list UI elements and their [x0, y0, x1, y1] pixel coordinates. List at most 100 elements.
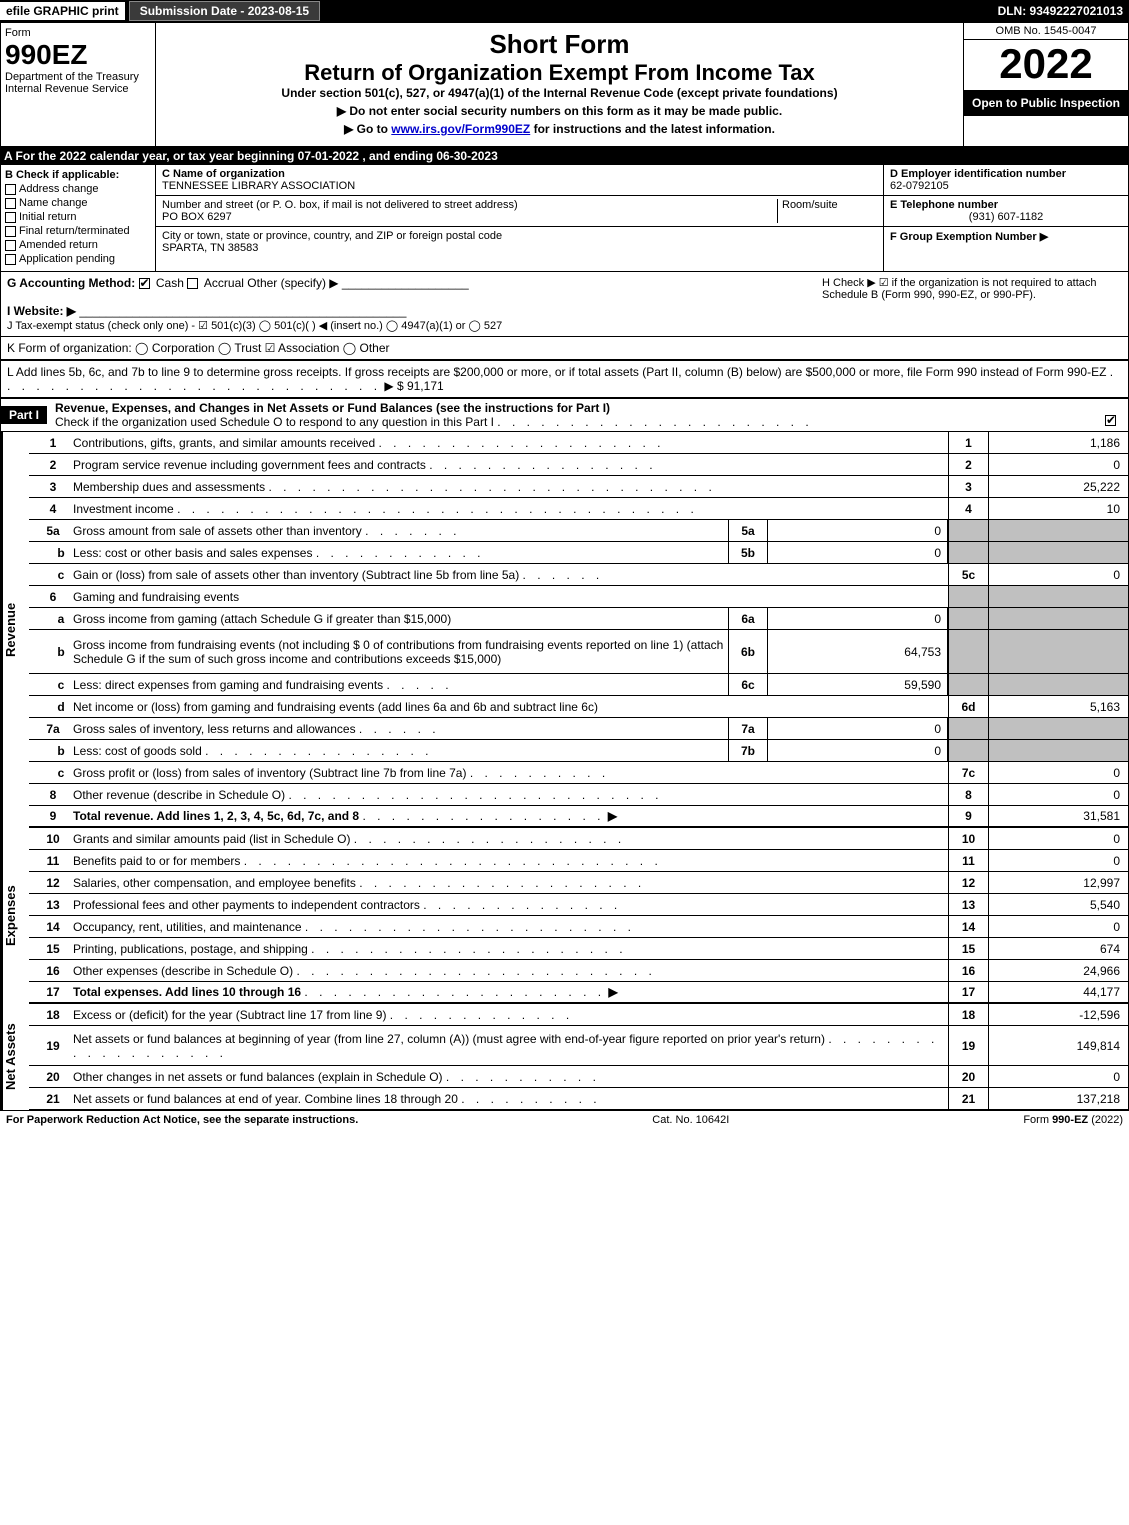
chk-schedule-o[interactable]: [1105, 415, 1116, 426]
ln15-rn: 15: [948, 938, 988, 959]
ln6-num: 6: [29, 590, 69, 604]
line-6d: dNet income or (loss) from gaming and fu…: [29, 696, 1129, 718]
ln5b-num: b: [29, 546, 69, 560]
line-5c: cGain or (loss) from sale of assets othe…: [29, 564, 1129, 586]
row-l: L Add lines 5b, 6c, and 7b to line 9 to …: [0, 361, 1129, 399]
ln6c-mn: 6c: [728, 674, 768, 695]
section-a: A For the 2022 calendar year, or tax yea…: [0, 147, 1129, 165]
ln6a-rn: [948, 608, 988, 629]
chk-name-label: Name change: [19, 197, 88, 209]
ln5b-desc: Less: cost or other basis and sales expe…: [73, 546, 312, 560]
ln7b-mv: 0: [768, 740, 948, 761]
ln6c-mv: 59,590: [768, 674, 948, 695]
ln6a-num: a: [29, 612, 69, 626]
ln18-num: 18: [29, 1008, 69, 1022]
chk-pending[interactable]: Application pending: [5, 253, 151, 265]
ln21-rv: 137,218: [988, 1088, 1128, 1109]
e-label: E Telephone number: [890, 199, 998, 211]
ln7b-rv: [988, 740, 1128, 761]
department-label: Department of the Treasury Internal Reve…: [5, 71, 151, 95]
ln21-desc: Net assets or fund balances at end of ye…: [73, 1092, 458, 1106]
ln6b-rv: [988, 630, 1128, 673]
chk-pending-label: Application pending: [19, 253, 115, 265]
line-12: 12Salaries, other compensation, and empl…: [29, 872, 1129, 894]
ln6a-rv: [988, 608, 1128, 629]
ln21-num: 21: [29, 1092, 69, 1106]
ln7c-desc: Gross profit or (loss) from sales of inv…: [73, 766, 466, 780]
l-amount: ▶ $ 91,171: [384, 379, 443, 393]
ln3-desc: Membership dues and assessments: [73, 480, 265, 494]
ln5c-desc: Gain or (loss) from sale of assets other…: [73, 568, 519, 582]
k-text: K Form of organization: ◯ Corporation ◯ …: [7, 341, 390, 355]
chk-name[interactable]: Name change: [5, 197, 151, 209]
form-label: Form: [5, 27, 151, 39]
ln9-rn: 9: [948, 806, 988, 826]
section-b: B Check if applicable: Address change Na…: [1, 165, 156, 271]
ln18-desc: Excess or (deficit) for the year (Subtra…: [73, 1008, 386, 1022]
ln6-rn: [948, 586, 988, 607]
expenses-section: Expenses 10Grants and similar amounts pa…: [0, 828, 1129, 1004]
ln7c-rn: 7c: [948, 762, 988, 783]
ln20-num: 20: [29, 1070, 69, 1084]
irs-link[interactable]: www.irs.gov/Form990EZ: [391, 122, 530, 136]
ln6c-num: c: [29, 678, 69, 692]
city-value: SPARTA, TN 38583: [162, 242, 258, 254]
open-inspection: Open to Public Inspection: [964, 90, 1128, 116]
revenue-side-label: Revenue: [1, 432, 29, 828]
l-text: L Add lines 5b, 6c, and 7b to line 9 to …: [7, 365, 1106, 379]
chk-final[interactable]: Final return/terminated: [5, 225, 151, 237]
line-6a: aGross income from gaming (attach Schedu…: [29, 608, 1129, 630]
ln19-rv: 149,814: [988, 1026, 1128, 1065]
g-label: G Accounting Method:: [7, 276, 135, 290]
chk-accrual[interactable]: [187, 278, 198, 289]
chk-cash[interactable]: [139, 278, 150, 289]
ln5a-rv: [988, 520, 1128, 541]
chk-address[interactable]: Address change: [5, 183, 151, 195]
ln10-desc: Grants and similar amounts paid (list in…: [73, 832, 350, 846]
ln5c-rn: 5c: [948, 564, 988, 585]
ln6d-num: d: [29, 700, 69, 714]
chk-amended[interactable]: Amended return: [5, 239, 151, 251]
ln6-rv: [988, 586, 1128, 607]
ln19-desc: Net assets or fund balances at beginning…: [73, 1032, 825, 1046]
ln8-desc: Other revenue (describe in Schedule O): [73, 788, 285, 802]
ln14-num: 14: [29, 920, 69, 934]
ln11-num: 11: [29, 854, 69, 868]
chk-amended-label: Amended return: [19, 239, 98, 251]
line-14: 14Occupancy, rent, utilities, and mainte…: [29, 916, 1129, 938]
footer-left: For Paperwork Reduction Act Notice, see …: [6, 1114, 358, 1126]
efile-label[interactable]: efile GRAPHIC print: [0, 2, 125, 20]
ln5a-rn: [948, 520, 988, 541]
ln5a-mn: 5a: [728, 520, 768, 541]
ln13-rv: 5,540: [988, 894, 1128, 915]
ln4-desc: Investment income: [73, 502, 174, 516]
ln16-desc: Other expenses (describe in Schedule O): [73, 964, 293, 978]
room-label: Room/suite: [782, 199, 838, 211]
city-label: City or town, state or province, country…: [162, 230, 502, 242]
ln11-desc: Benefits paid to or for members: [73, 854, 240, 868]
chk-initial[interactable]: Initial return: [5, 211, 151, 223]
line-2: 2Program service revenue including gover…: [29, 454, 1129, 476]
ln7b-desc: Less: cost of goods sold: [73, 744, 202, 758]
short-form-title: Short Form: [162, 29, 957, 60]
ln15-rv: 674: [988, 938, 1128, 959]
ln2-rn: 2: [948, 454, 988, 475]
goto-note: ▶ Go to www.irs.gov/Form990EZ for instru…: [162, 122, 957, 136]
ein-value: 62-0792105: [890, 180, 949, 192]
ln6c-rv: [988, 674, 1128, 695]
accrual-label: Accrual: [204, 276, 244, 290]
cash-label: Cash: [156, 276, 184, 290]
line-15: 15Printing, publications, postage, and s…: [29, 938, 1129, 960]
footer-right: Form 990-EZ (2022): [1023, 1114, 1123, 1126]
ln7a-num: 7a: [29, 722, 69, 736]
ln13-desc: Professional fees and other payments to …: [73, 898, 420, 912]
goto-post: for instructions and the latest informat…: [530, 122, 775, 136]
row-g-h: G Accounting Method: Cash Accrual Other …: [0, 272, 1129, 337]
submission-date-button[interactable]: Submission Date - 2023-08-15: [129, 1, 320, 21]
ln6a-desc: Gross income from gaming (attach Schedul…: [69, 610, 728, 628]
ln3-rv: 25,222: [988, 476, 1128, 497]
ln5b-rv: [988, 542, 1128, 563]
line-13: 13Professional fees and other payments t…: [29, 894, 1129, 916]
ln7a-rv: [988, 718, 1128, 739]
ln12-rv: 12,997: [988, 872, 1128, 893]
